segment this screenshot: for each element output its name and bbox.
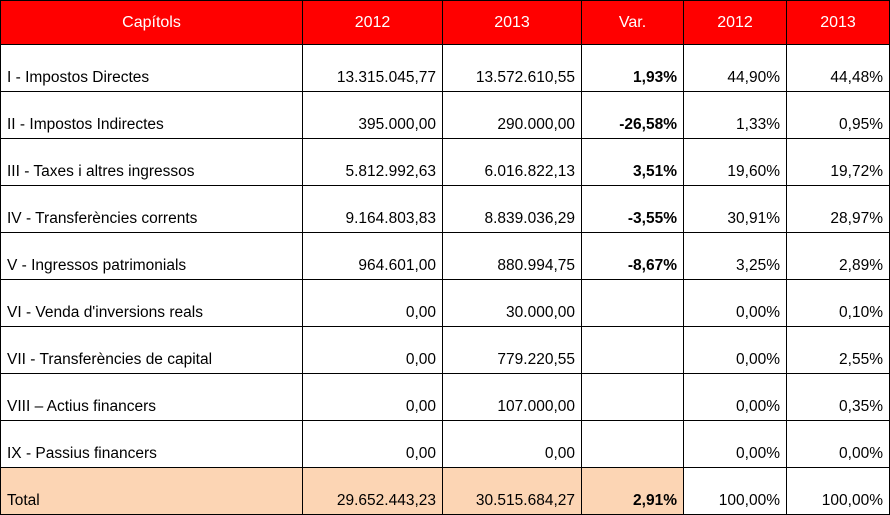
share-2013: 2,55% [786,326,890,374]
amount-2012: 9.164.803,83 [302,185,443,233]
header-2012-share: 2012 [683,0,787,45]
total-share-2013: 100,00% [786,467,890,515]
total-share-2012: 100,00% [683,467,787,515]
header-chapters: Capítols [0,0,303,45]
amount-2012: 964.601,00 [302,232,443,280]
amount-2012: 395.000,00 [302,91,443,139]
table-row: VI - Venda d'inversions reals 0,00 30.00… [0,279,890,327]
variation [581,373,684,421]
share-2012: 44,90% [683,44,787,92]
share-2012: 0,00% [683,279,787,327]
variation: -8,67% [581,232,684,280]
share-2012: 3,25% [683,232,787,280]
header-2013-amount: 2013 [442,0,582,45]
table-row: V - Ingressos patrimonials 964.601,00 88… [0,232,890,280]
share-2012: 0,00% [683,420,787,468]
amount-2013: 13.572.610,55 [442,44,582,92]
table-row: III - Taxes i altres ingressos 5.812.992… [0,138,890,186]
amount-2013: 6.016.822,13 [442,138,582,186]
amount-2012: 0,00 [302,373,443,421]
row-label: IV - Transferències corrents [0,185,303,233]
share-2013: 0,00% [786,420,890,468]
total-label: Total [0,467,303,515]
amount-2013: 290.000,00 [442,91,582,139]
row-label: VII - Transferències de capital [0,326,303,374]
amount-2013: 8.839.036,29 [442,185,582,233]
total-amount-2013: 30.515.684,27 [442,467,582,515]
row-label: V - Ingressos patrimonials [0,232,303,280]
table-row: I - Impostos Directes 13.315.045,77 13.5… [0,44,890,92]
variation [581,279,684,327]
amount-2012: 13.315.045,77 [302,44,443,92]
amount-2013: 880.994,75 [442,232,582,280]
table-row: IV - Transferències corrents 9.164.803,8… [0,185,890,233]
total-row: Total 29.652.443,23 30.515.684,27 2,91% … [0,467,890,515]
amount-2013: 107.000,00 [442,373,582,421]
header-row: Capítols 2012 2013 Var. 2012 2013 [0,0,890,45]
variation [581,326,684,374]
header-2012-amount: 2012 [302,0,443,45]
amount-2012: 0,00 [302,326,443,374]
variation: -3,55% [581,185,684,233]
amount-2013: 30.000,00 [442,279,582,327]
row-label: II - Impostos Indirectes [0,91,303,139]
share-2013: 28,97% [786,185,890,233]
amount-2012: 5.812.992,63 [302,138,443,186]
table-row: VII - Transferències de capital 0,00 779… [0,326,890,374]
variation: -26,58% [581,91,684,139]
share-2012: 0,00% [683,373,787,421]
table-row: II - Impostos Indirectes 395.000,00 290.… [0,91,890,139]
variation: 1,93% [581,44,684,92]
share-2013: 44,48% [786,44,890,92]
share-2013: 2,89% [786,232,890,280]
total-variation: 2,91% [581,467,684,515]
amount-2013: 779.220,55 [442,326,582,374]
amount-2012: 0,00 [302,279,443,327]
share-2013: 0,10% [786,279,890,327]
row-label: III - Taxes i altres ingressos [0,138,303,186]
row-label: IX - Passius financers [0,420,303,468]
share-2013: 19,72% [786,138,890,186]
header-2013-share: 2013 [786,0,890,45]
share-2012: 0,00% [683,326,787,374]
row-label: VIII – Actius financers [0,373,303,421]
share-2012: 1,33% [683,91,787,139]
variation [581,420,684,468]
share-2013: 0,95% [786,91,890,139]
share-2012: 30,91% [683,185,787,233]
amount-2013: 0,00 [442,420,582,468]
row-label: VI - Venda d'inversions reals [0,279,303,327]
table-row: VIII – Actius financers 0,00 107.000,00 … [0,373,890,421]
variation: 3,51% [581,138,684,186]
share-2013: 0,35% [786,373,890,421]
header-variation: Var. [581,0,684,45]
total-amount-2012: 29.652.443,23 [302,467,443,515]
amount-2012: 0,00 [302,420,443,468]
table-row: IX - Passius financers 0,00 0,00 0,00% 0… [0,420,890,468]
share-2012: 19,60% [683,138,787,186]
row-label: I - Impostos Directes [0,44,303,92]
